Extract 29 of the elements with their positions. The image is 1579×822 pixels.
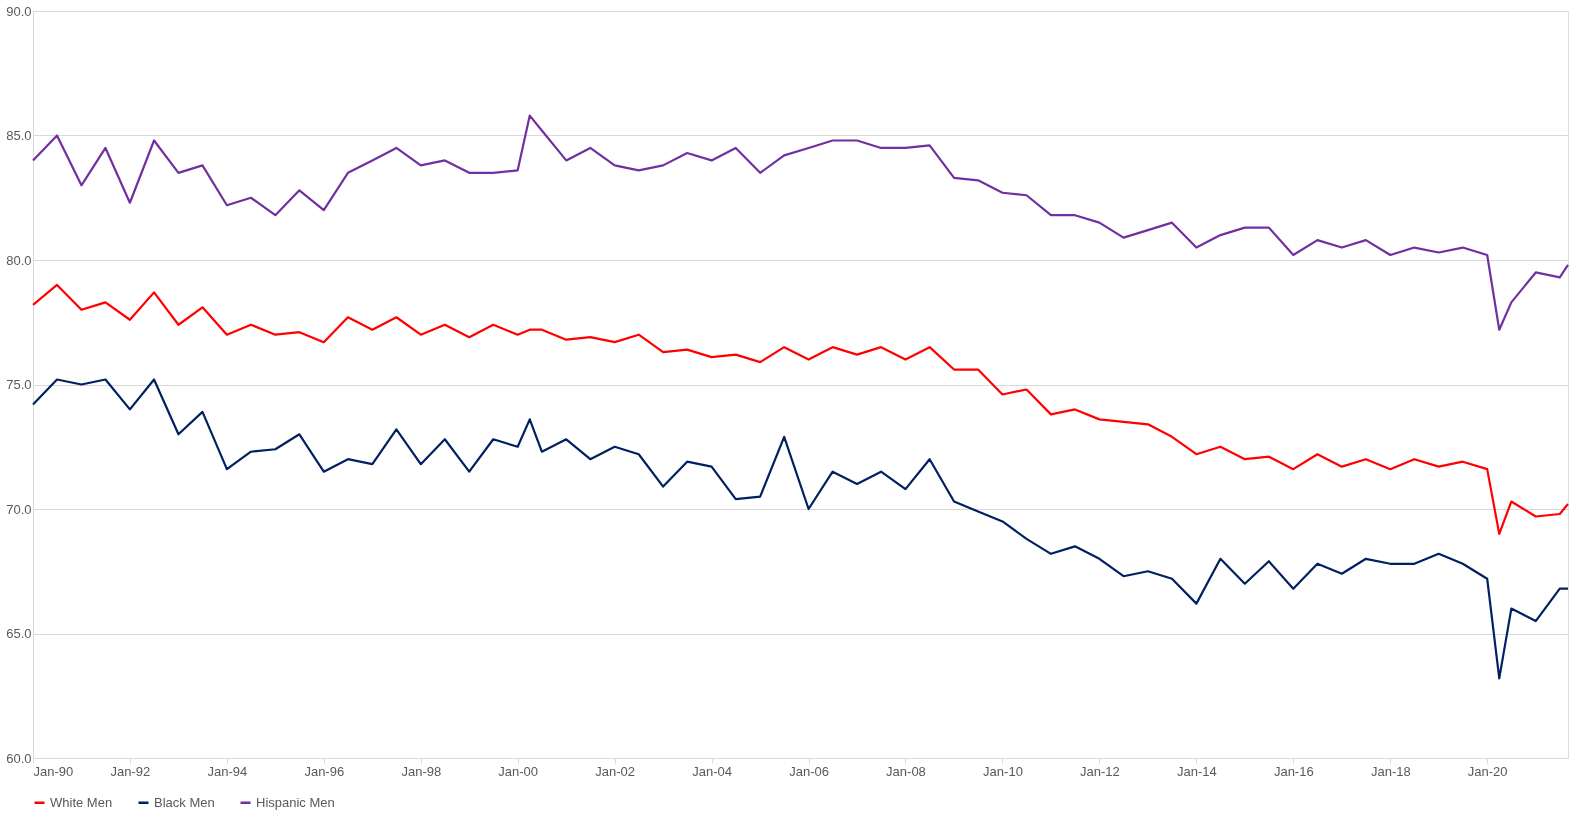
line-series: [31, 378, 1570, 680]
x-tick-label: Jan-16: [1273, 763, 1314, 779]
legend-label: Hispanic Men: [256, 794, 335, 810]
y-tick-label: 65.0: [6, 626, 32, 641]
legend-label: White Men: [50, 794, 113, 810]
line-series: [31, 114, 1570, 331]
x-tick-label: Jan-18: [1370, 763, 1411, 779]
x-tick-label: Jan-94: [207, 763, 248, 779]
x-tick-label: Jan-04: [692, 763, 732, 779]
x-tick-label: Jan-00: [498, 763, 539, 779]
x-tick-label: Jan-02: [595, 763, 636, 779]
x-tick-label: Jan-06: [789, 763, 829, 779]
y-tick-label: 75.0: [6, 377, 32, 392]
x-tick-label: Jan-92: [110, 763, 151, 779]
y-tick-label: 90.0: [6, 3, 32, 19]
x-tick-label: Jan-12: [1080, 763, 1120, 779]
y-tick-label: 60.0: [6, 750, 32, 766]
x-tick-label: Jan-10: [983, 763, 1023, 779]
x-tick-label: Jan-96: [304, 763, 345, 779]
x-tick-label: Jan-08: [886, 763, 926, 779]
x-tick-label: Jan-90: [33, 763, 74, 779]
y-tick-label: 80.0: [6, 252, 32, 268]
y-tick-label: 85.0: [6, 128, 32, 143]
x-tick-label: Jan-20: [1467, 763, 1508, 779]
y-tick-label: 70.0: [6, 501, 32, 517]
legend-label: Black Men: [154, 794, 215, 810]
x-tick-label: Jan-98: [401, 763, 442, 779]
x-tick-label: Jan-14: [1177, 763, 1217, 779]
line-series: [31, 283, 1570, 535]
